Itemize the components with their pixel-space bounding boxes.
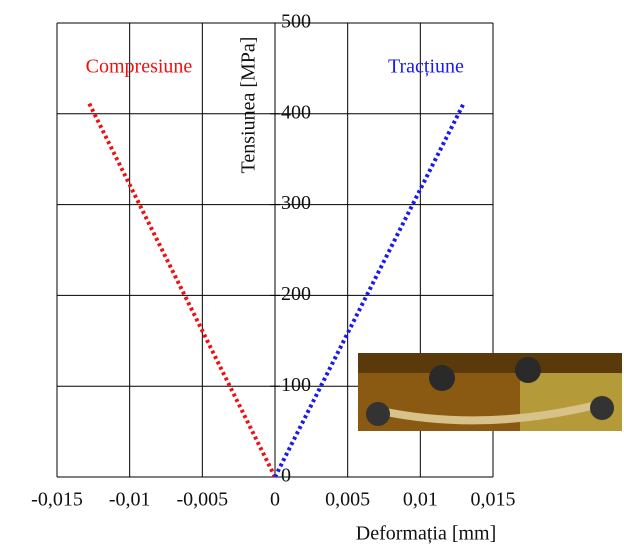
x-tick-label: -0,015 bbox=[31, 489, 83, 511]
data-line bbox=[273, 102, 466, 478]
series-label: Compresiune bbox=[86, 55, 193, 77]
y-tick-label: 100 bbox=[281, 374, 311, 396]
plot: -0,015 -0,01 -0,005 0 0,005 0,01 0,015 0 100 200 3… bbox=[31, 11, 515, 511]
y-tick-label: 400 bbox=[281, 101, 311, 123]
x-tick-label: -0,005 bbox=[176, 489, 228, 511]
data-line bbox=[87, 102, 277, 478]
series-label: Tracțiune bbox=[388, 55, 464, 77]
y-tick-label: 0 bbox=[281, 465, 291, 487]
x-tick-label: -0,01 bbox=[109, 489, 151, 511]
x-tick-label: 0,01 bbox=[403, 489, 438, 511]
x-tick-label: 0,005 bbox=[325, 489, 370, 511]
x-tick-label: 0 bbox=[270, 489, 280, 511]
y-tick-label: 300 bbox=[281, 192, 311, 214]
y-tick-label: 200 bbox=[281, 283, 311, 305]
x-axis-label: Deformația [mm] bbox=[356, 523, 497, 545]
photo-inset bbox=[358, 353, 622, 431]
y-tick-label: 500 bbox=[281, 11, 311, 33]
x-tick-label: 0,015 bbox=[471, 489, 516, 511]
y-axis-label: Tensiunea [MPa] bbox=[238, 37, 260, 174]
